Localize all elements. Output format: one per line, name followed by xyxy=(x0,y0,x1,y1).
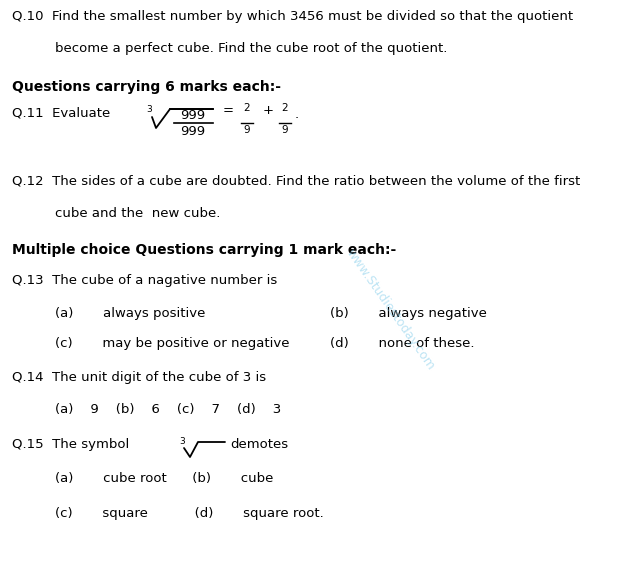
Text: (a)       always positive: (a) always positive xyxy=(55,307,205,320)
Text: +: + xyxy=(263,104,274,118)
Text: 2: 2 xyxy=(282,103,288,113)
Text: =: = xyxy=(223,104,234,118)
Text: cube and the  new cube.: cube and the new cube. xyxy=(55,207,221,220)
Text: 3: 3 xyxy=(179,437,184,446)
Text: (d)       none of these.: (d) none of these. xyxy=(330,337,474,350)
Text: (b)       always negative: (b) always negative xyxy=(330,307,487,320)
Text: 999: 999 xyxy=(180,125,205,138)
Text: 999: 999 xyxy=(180,109,205,122)
Text: Questions carrying 6 marks each:-: Questions carrying 6 marks each:- xyxy=(12,80,281,94)
Text: Q.15  The symbol: Q.15 The symbol xyxy=(12,438,129,451)
Text: .: . xyxy=(295,108,299,121)
Text: 9: 9 xyxy=(244,125,251,135)
Text: 3: 3 xyxy=(146,105,152,114)
Text: become a perfect cube. Find the cube root of the quotient.: become a perfect cube. Find the cube roo… xyxy=(55,42,447,55)
Text: www.Studiestoday.com: www.Studiestoday.com xyxy=(343,247,437,373)
Text: (c)       square           (d)       square root.: (c) square (d) square root. xyxy=(55,507,324,520)
Text: Multiple choice Questions carrying 1 mark each:-: Multiple choice Questions carrying 1 mar… xyxy=(12,243,396,257)
Text: Q.14  The unit digit of the cube of 3 is: Q.14 The unit digit of the cube of 3 is xyxy=(12,371,266,384)
Text: Q.11  Evaluate: Q.11 Evaluate xyxy=(12,107,110,120)
Text: (a)       cube root      (b)       cube: (a) cube root (b) cube xyxy=(55,472,273,485)
Text: demotes: demotes xyxy=(230,438,288,451)
Text: Q.13  The cube of a nagative number is: Q.13 The cube of a nagative number is xyxy=(12,274,277,287)
Text: 2: 2 xyxy=(244,103,251,113)
Text: 9: 9 xyxy=(282,125,288,135)
Text: Q.10  Find the smallest number by which 3456 must be divided so that the quotien: Q.10 Find the smallest number by which 3… xyxy=(12,10,573,23)
Text: Q.12  The sides of a cube are doubted. Find the ratio between the volume of the : Q.12 The sides of a cube are doubted. Fi… xyxy=(12,175,580,188)
Text: (c)       may be positive or negative: (c) may be positive or negative xyxy=(55,337,289,350)
Text: (a)    9    (b)    6    (c)    7    (d)    3: (a) 9 (b) 6 (c) 7 (d) 3 xyxy=(55,403,281,416)
